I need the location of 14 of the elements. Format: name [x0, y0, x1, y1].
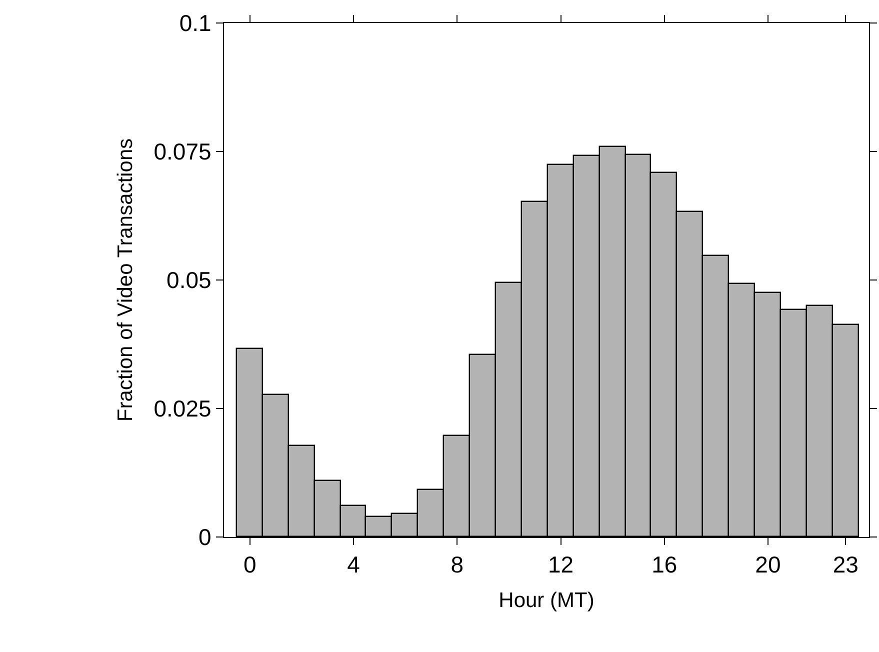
x-tick-label: 12: [548, 552, 574, 578]
x-tick-label: 16: [652, 552, 678, 578]
y-tick-label: 0.05: [166, 267, 212, 294]
x-tick-label: 0: [244, 552, 256, 578]
y-axis-title: Fraction of Video Transactions: [114, 138, 137, 422]
y-tick-label: 0.025: [154, 396, 212, 422]
y-tick-label: 0: [198, 524, 212, 550]
x-axis-title: Hour (MT): [498, 588, 594, 612]
x-tick-label: 8: [450, 552, 464, 578]
x-tick-label: 4: [347, 552, 360, 578]
y-tick-label: 0.075: [154, 138, 212, 165]
x-tick-label: 23: [832, 552, 858, 578]
y-tick-label: 0.1: [179, 10, 212, 36]
x-tick-label: 20: [755, 552, 781, 578]
